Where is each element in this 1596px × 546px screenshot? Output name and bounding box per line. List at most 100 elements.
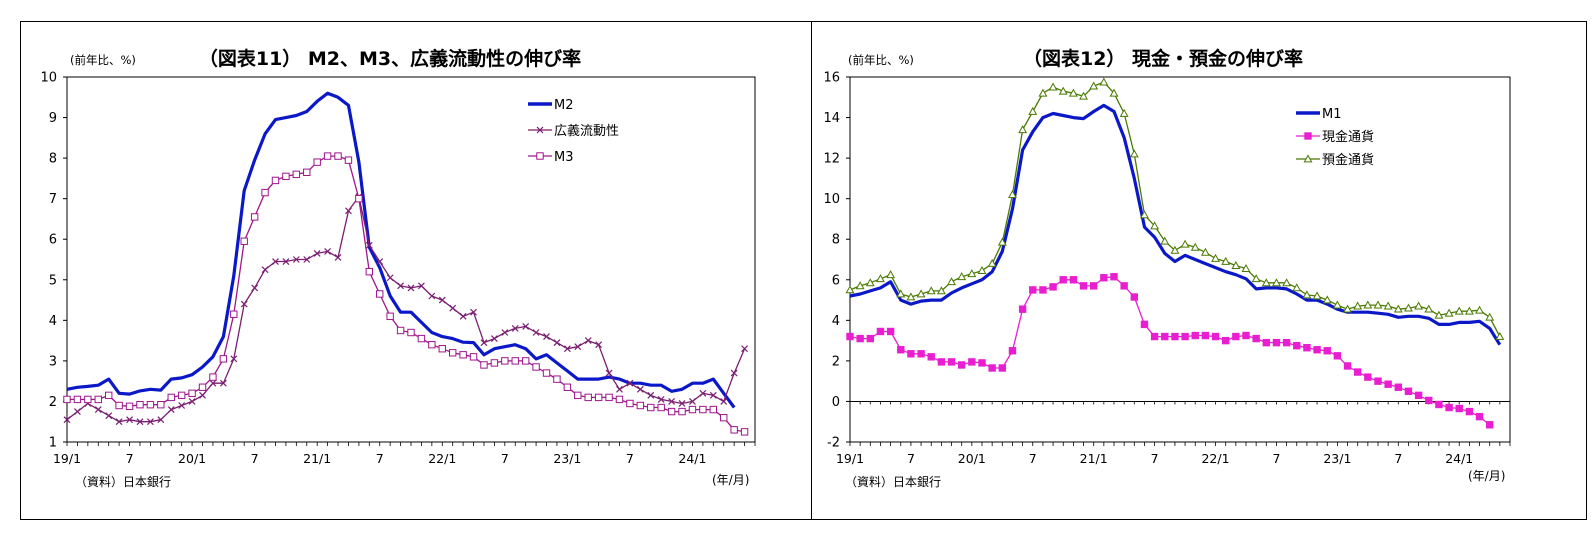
panel-divider (811, 22, 812, 519)
data-point (324, 247, 332, 255)
data-point (977, 266, 987, 275)
data-point (846, 332, 854, 341)
data-point (230, 310, 238, 318)
y-tick-label: 5 (49, 273, 57, 288)
data-point (198, 383, 207, 391)
data-point (521, 357, 530, 365)
x-tick-label: 19/1 (836, 451, 864, 466)
data-point (1394, 383, 1403, 391)
data-point (1100, 274, 1108, 282)
data-point (63, 395, 71, 404)
data-point (1109, 88, 1119, 97)
data-point (1323, 347, 1331, 355)
y-tick-label: 10 (40, 71, 57, 86)
data-point (1048, 82, 1058, 91)
data-point (1129, 149, 1139, 158)
data-point (657, 395, 665, 403)
data-point (178, 402, 186, 409)
data-point (1089, 81, 1099, 90)
data-point (272, 258, 279, 265)
legend-label: 預金通貨 (1322, 152, 1374, 168)
y-tick-label: 14 (823, 111, 840, 126)
data-point (594, 393, 603, 402)
data-point (1414, 301, 1424, 310)
data-point (261, 188, 269, 197)
data-point (626, 379, 634, 387)
data-point (1272, 278, 1281, 287)
legend-label: M2 (554, 98, 574, 113)
plot-area (66, 76, 756, 443)
data-point (709, 405, 718, 414)
data-point (1343, 362, 1352, 370)
data-point (438, 345, 446, 353)
data-point (157, 400, 165, 409)
data-point (1232, 332, 1240, 341)
data-point (397, 282, 405, 290)
data-point (428, 340, 436, 349)
data-point (1343, 304, 1352, 313)
data-point (115, 418, 123, 426)
data-point (856, 334, 864, 343)
data-point (1079, 282, 1088, 290)
data-point (209, 379, 217, 387)
data-point (1119, 108, 1129, 117)
data-point (1242, 331, 1250, 340)
y-tick-label: 8 (832, 233, 840, 248)
data-point (1292, 283, 1302, 292)
data-point (240, 300, 248, 308)
data-point (907, 350, 915, 358)
data-point (553, 339, 561, 347)
data-point (219, 379, 227, 387)
data-point (657, 403, 665, 412)
data-point (480, 339, 488, 347)
data-point (605, 393, 613, 402)
data-point (1150, 332, 1159, 341)
y-tick-label: -2 (827, 436, 840, 451)
data-point (1160, 236, 1170, 245)
chart-panel-1: （図表11） M2、M3、広義流動性の伸び率 (前年比、%) 1 2 3 4 5 6 7 8 9 10… (40, 47, 756, 489)
x-tick-label: 23/1 (1323, 451, 1351, 466)
series-1 (849, 103, 1502, 346)
data-point (1110, 273, 1118, 281)
data-point (1140, 320, 1149, 329)
data-point (876, 274, 885, 283)
y-tick-label: 2 (832, 354, 840, 369)
data-point (998, 364, 1007, 372)
x-tick-label: 23/1 (553, 451, 581, 466)
y-tick-label: 12 (823, 152, 840, 167)
data-point (1252, 334, 1260, 343)
data-point (1079, 91, 1088, 100)
data-point (386, 312, 394, 320)
data-point (104, 391, 113, 400)
data-point (126, 416, 133, 424)
data-point (740, 428, 749, 436)
data-point (542, 369, 551, 377)
data-point (209, 373, 217, 381)
data-point (344, 156, 353, 164)
chart-title: （図表11） M2、M3、広義流動性の伸び率 (199, 47, 581, 70)
legend: M2 広義流動性 M3 (528, 98, 619, 165)
data-point (1435, 400, 1443, 409)
legend-label: 現金通貨 (1322, 129, 1374, 145)
data-point (968, 358, 976, 366)
data-point (916, 289, 926, 298)
data-point (906, 292, 916, 301)
data-point (917, 350, 925, 358)
x-tick-label: 20/1 (958, 451, 986, 466)
data-point (73, 408, 81, 416)
data-point (188, 389, 196, 398)
data-point (1018, 125, 1028, 134)
series-line (849, 276, 1491, 426)
data-point (730, 369, 738, 377)
data-point (1120, 282, 1128, 290)
data-point (532, 329, 540, 336)
series-2 (63, 193, 749, 426)
data-point (1261, 278, 1271, 287)
data-point (947, 358, 956, 366)
data-point (886, 270, 896, 279)
data-point (1069, 276, 1078, 284)
data-point (1150, 221, 1160, 230)
data-point (1099, 77, 1109, 86)
data-point (957, 272, 967, 281)
data-point (987, 258, 997, 267)
